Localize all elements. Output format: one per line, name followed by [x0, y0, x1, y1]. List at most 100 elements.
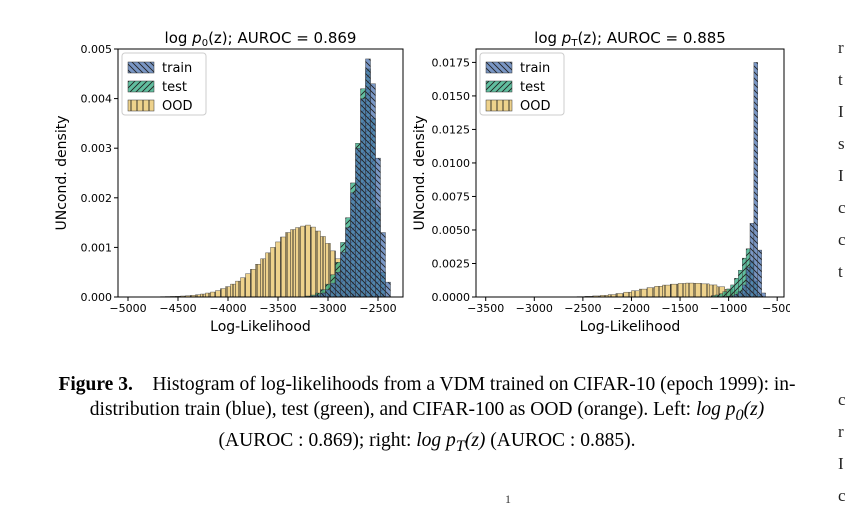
bar-ood: [291, 230, 296, 297]
bar-ood: [241, 278, 246, 297]
legend-label-ood: OOD: [520, 99, 550, 114]
margin-fragment: c: [838, 384, 849, 416]
caption-text-1: Histogram of log-likelihoods from a VDM …: [90, 374, 796, 420]
x-tick-label: −4000: [209, 302, 246, 315]
bar-train: [321, 293, 326, 297]
caption-sub-1: 0: [736, 406, 744, 424]
bar-test: [723, 292, 727, 297]
bar-ood: [301, 226, 306, 297]
x-tick-label: −3500: [259, 302, 296, 315]
bar-ood: [306, 225, 311, 297]
bar-test: [719, 294, 723, 297]
caption-text-3: (AUROC : 0.885).: [485, 430, 635, 451]
bar-ood: [701, 284, 709, 297]
bar-train: [381, 233, 386, 297]
bar-train: [386, 282, 391, 297]
bar-ood: [276, 242, 281, 297]
bar-ood: [624, 292, 632, 297]
caption-sub-2: T: [456, 437, 465, 455]
bar-ood: [670, 284, 678, 297]
histogram-left-svg: −5000−4500−4000−3500−3000−25000.0000.001…: [50, 28, 410, 338]
bar-ood: [281, 237, 286, 297]
bar-train: [361, 99, 366, 297]
y-tick-label: 0.0025: [432, 257, 471, 270]
bar-train: [366, 59, 371, 297]
bar-ood: [236, 281, 241, 297]
bar-ood: [251, 269, 256, 297]
y-tick-label: 0.005: [81, 43, 113, 56]
y-tick-label: 0.0150: [432, 90, 471, 103]
bar-ood: [261, 259, 266, 297]
margin-fragment: c: [838, 192, 849, 224]
y-tick-label: 0.0050: [432, 224, 471, 237]
bar-train: [738, 292, 742, 297]
chart-title: log pT(z); AUROC = 0.885: [534, 29, 726, 49]
histogram-right-svg: −3500−3000−2500−2000−1500−1000−5000.0000…: [410, 28, 790, 338]
legend-label-test: test: [520, 80, 545, 95]
bar-ood: [246, 274, 251, 297]
bar-test: [731, 285, 735, 297]
bar-train: [742, 285, 746, 297]
bar-ood: [686, 283, 694, 297]
x-tick-label: −2500: [359, 302, 396, 315]
bar-ood: [271, 247, 276, 297]
x-tick-label: −3000: [309, 302, 346, 315]
y-tick-label: 0.0100: [432, 157, 471, 170]
x-tick-label: −5000: [109, 302, 146, 315]
bar-ood: [296, 228, 301, 297]
y-axis-label: UNcond. density: [412, 116, 428, 231]
caption-math-2: log p: [416, 430, 456, 451]
bar-train: [758, 250, 762, 297]
bar-ood: [216, 291, 221, 297]
x-axis-label: Log-Likelihood: [210, 319, 311, 335]
y-tick-label: 0.001: [81, 241, 113, 254]
bar-train: [356, 148, 361, 297]
x-tick-label: −4500: [159, 302, 196, 315]
bar-train: [762, 293, 766, 297]
legend-swatch-ood: [128, 100, 154, 111]
footnote-mark: 1: [505, 492, 511, 507]
bar-ood: [694, 283, 702, 297]
margin-fragment: I: [838, 160, 849, 192]
bar-train: [326, 290, 331, 297]
caption-math-1: log p: [696, 399, 736, 420]
legend-label-train: train: [162, 61, 192, 76]
legend-swatch-test: [128, 81, 154, 92]
bar-train: [371, 84, 376, 297]
bar-train: [336, 272, 341, 297]
y-tick-label: 0.0125: [432, 123, 471, 136]
bar-ood: [211, 292, 216, 297]
caption-text-2: (AUROC : 0.869); right:: [219, 430, 417, 451]
bar-ood: [678, 283, 686, 297]
margin-fragment: c: [838, 224, 849, 256]
legend-swatch-train: [128, 62, 154, 73]
legend-label-train: train: [520, 61, 550, 76]
chart-title: log p0(z); AUROC = 0.869: [165, 29, 357, 49]
bar-train: [351, 193, 356, 297]
margin-fragment: I: [838, 448, 849, 480]
figure-caption: Figure 3. Histogram of log-likelihoods f…: [52, 372, 802, 459]
legend-swatch-train: [486, 62, 512, 73]
margin-fragment: c: [838, 480, 849, 512]
y-tick-label: 0.004: [81, 93, 113, 106]
bar-ood: [316, 231, 321, 297]
bar-test: [727, 289, 731, 297]
x-tick-label: −1500: [661, 302, 698, 315]
bar-ood: [311, 227, 316, 297]
x-tick-label: −2500: [564, 302, 601, 315]
bar-ood: [221, 289, 226, 297]
legend-label-ood: OOD: [162, 99, 192, 114]
bar-train: [376, 158, 381, 297]
bar-ood: [639, 289, 647, 297]
margin-fragment: [838, 320, 849, 352]
margin-fragment: [838, 288, 849, 320]
x-tick-label: −1000: [710, 302, 747, 315]
bar-ood: [663, 285, 671, 297]
bar-train: [346, 228, 351, 297]
legend-swatch-ood: [486, 100, 512, 111]
bar-ood: [616, 294, 624, 297]
